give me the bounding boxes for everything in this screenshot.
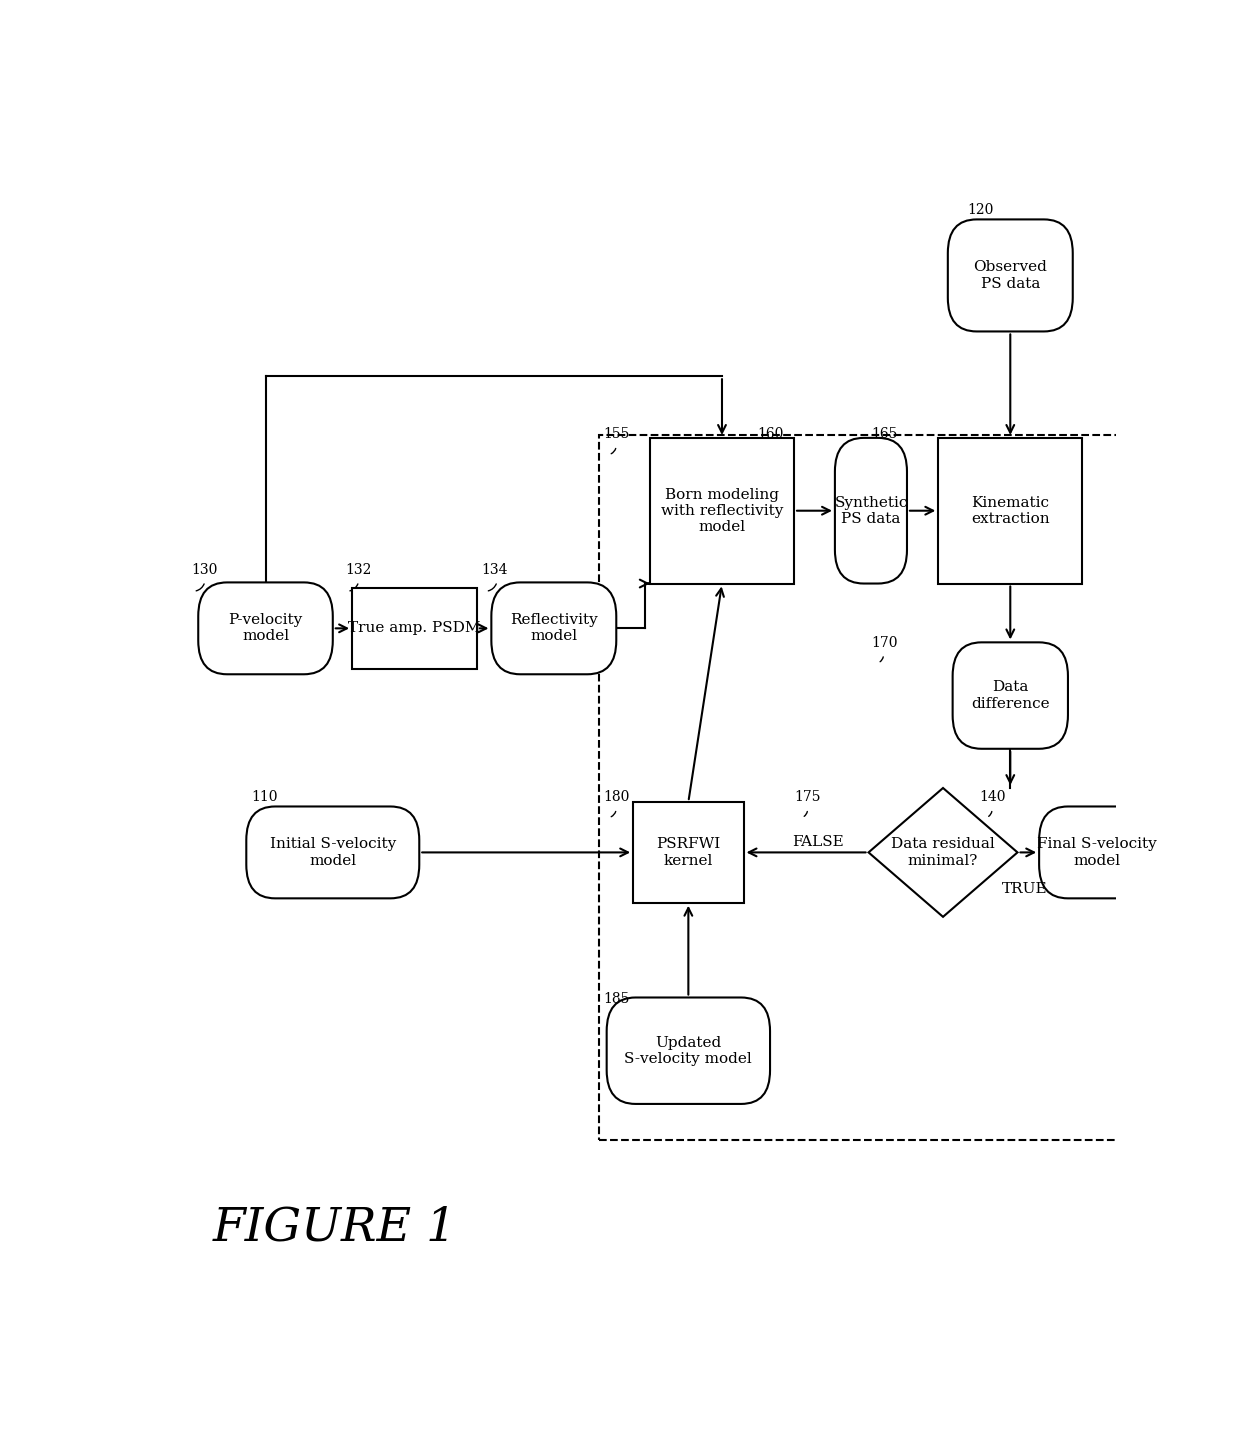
Text: 134: 134 (481, 563, 508, 576)
Polygon shape (868, 789, 1018, 917)
Text: 160: 160 (758, 428, 784, 441)
Text: PSRFWI
kernel: PSRFWI kernel (656, 837, 720, 867)
Text: 175: 175 (794, 790, 821, 805)
FancyBboxPatch shape (952, 642, 1068, 749)
Text: 110: 110 (250, 790, 278, 805)
Text: 132: 132 (345, 563, 372, 576)
Text: Observed
PS data: Observed PS data (973, 260, 1048, 291)
Text: 155: 155 (603, 428, 629, 441)
Bar (352, 588, 477, 669)
Text: 170: 170 (870, 636, 898, 649)
Text: P-velocity
model: P-velocity model (228, 613, 303, 643)
Text: Kinematic
extraction: Kinematic extraction (971, 496, 1049, 525)
Bar (650, 438, 794, 583)
Bar (939, 438, 1083, 583)
Text: 180: 180 (603, 790, 629, 805)
Text: FIGURE 1: FIGURE 1 (213, 1205, 456, 1250)
Text: Initial S-velocity
model: Initial S-velocity model (269, 837, 396, 867)
Text: 140: 140 (980, 790, 1006, 805)
Text: 165: 165 (870, 428, 898, 441)
Text: 185: 185 (603, 992, 629, 1005)
Text: Born modeling
with reflectivity
model: Born modeling with reflectivity model (661, 487, 784, 534)
Bar (599, 435, 1154, 1141)
FancyBboxPatch shape (947, 220, 1073, 332)
FancyBboxPatch shape (491, 582, 616, 674)
Text: Data residual
minimal?: Data residual minimal? (892, 837, 994, 867)
FancyBboxPatch shape (1039, 806, 1154, 898)
Bar (634, 802, 744, 902)
FancyBboxPatch shape (247, 806, 419, 898)
Text: Updated
S-velocity model: Updated S-velocity model (625, 1036, 753, 1067)
FancyBboxPatch shape (198, 582, 332, 674)
Text: Data
difference: Data difference (971, 681, 1049, 710)
Text: 130: 130 (191, 563, 218, 576)
Text: 120: 120 (967, 204, 993, 217)
Text: Final S-velocity
model: Final S-velocity model (1037, 837, 1157, 867)
FancyBboxPatch shape (606, 998, 770, 1104)
Text: TRUE: TRUE (1002, 882, 1048, 896)
Text: Synthetic
PS data: Synthetic PS data (835, 496, 908, 525)
Text: Reflectivity
model: Reflectivity model (510, 613, 598, 643)
Text: True amp. PSDM: True amp. PSDM (348, 621, 481, 636)
FancyBboxPatch shape (835, 438, 906, 583)
Text: FALSE: FALSE (792, 835, 844, 850)
